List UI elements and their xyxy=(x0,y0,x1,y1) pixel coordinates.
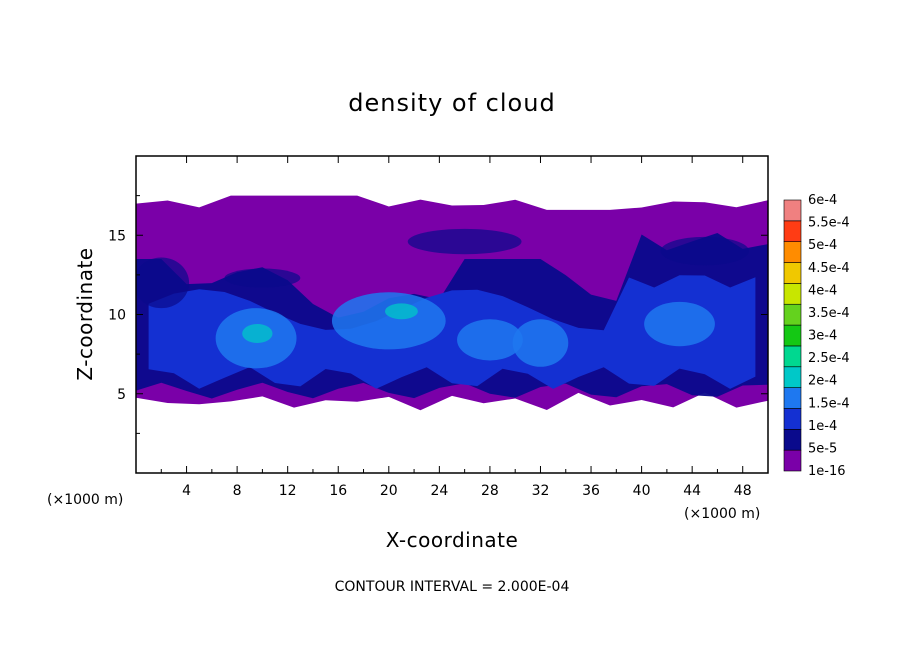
colorbar-swatch xyxy=(783,220,802,242)
colorbar-swatch xyxy=(783,366,802,388)
y-axis-ticks: 5 10 15 xyxy=(108,195,768,434)
x-tick-label: 16 xyxy=(329,483,347,499)
x-tick-label: 28 xyxy=(481,483,499,499)
colorbar-label: 5e-5 xyxy=(808,441,837,456)
contour-interval-note: CONTOUR INTERVAL = 2.000E-04 xyxy=(335,579,570,595)
x-tick-label: 40 xyxy=(633,483,651,499)
colorbar-label: 2e-4 xyxy=(808,374,837,389)
contour-ribbon-5e-5 xyxy=(224,268,301,288)
colorbar-swatch xyxy=(783,387,802,409)
x-tick-label: 24 xyxy=(430,483,448,499)
colorbar-label: 5e-4 xyxy=(808,238,837,253)
colorbar-swatch xyxy=(783,449,802,472)
contour-ribbon-5e-5 xyxy=(136,257,190,309)
x-tick-label: 4 xyxy=(182,483,191,499)
colorbar-swatch xyxy=(783,241,802,263)
x-unit-right: (×1000 m) xyxy=(684,506,760,522)
y-tick-label: 5 xyxy=(117,387,126,403)
colorbar-swatch xyxy=(783,303,802,326)
x-tick-label: 8 xyxy=(233,483,242,499)
colorbar-label: 4e-4 xyxy=(808,283,837,298)
x-axis-ticks: 4 8 12 16 20 24 28 32 36 40 44 48 xyxy=(160,156,752,499)
colorbar-swatch xyxy=(783,408,802,430)
colorbar-swatch xyxy=(783,324,802,347)
x-tick-label: 32 xyxy=(532,483,550,499)
y-tick-label: 10 xyxy=(108,308,126,324)
colorbar-label: 1e-4 xyxy=(808,419,837,434)
y-tick-label: 15 xyxy=(108,228,126,244)
cloud-density-field xyxy=(136,195,768,412)
contour-level-1.5e-4 xyxy=(331,292,446,350)
chart-title: density of cloud xyxy=(348,89,555,117)
colorbar-swatch xyxy=(783,345,802,368)
contour-ribbon-5e-5 xyxy=(660,236,750,266)
x-tick-label: 36 xyxy=(582,483,600,499)
colorbar-label: 6e-4 xyxy=(808,193,837,208)
x-tick-label: 20 xyxy=(380,483,398,499)
colorbar: 1e-16 5e-5 1e-4 1.5e-4 2e-4 2.5e-4 3e-4 3.5e-4 4… xyxy=(783,193,850,479)
colorbar-swatch xyxy=(783,262,802,284)
contour-level-2e-4 xyxy=(385,303,418,320)
x-tick-label: 12 xyxy=(279,483,297,499)
colorbar-label: 3.5e-4 xyxy=(808,306,850,321)
contour-level-1e-4 xyxy=(148,275,756,389)
colorbar-label: 5.5e-4 xyxy=(808,216,850,231)
colorbar-swatch xyxy=(783,199,802,222)
colorbar-label: 3e-4 xyxy=(808,329,837,344)
colorbar-label: 2.5e-4 xyxy=(808,351,850,366)
colorbar-swatch xyxy=(783,283,802,305)
contour-level-1.5e-4 xyxy=(644,301,715,347)
colorbar-label: 1e-16 xyxy=(808,464,846,479)
x-unit-left: (×1000 m) xyxy=(47,492,123,508)
x-axis-label: X-coordinate xyxy=(386,528,519,552)
x-tick-label: 48 xyxy=(734,483,752,499)
contour-ribbon-5e-5 xyxy=(407,228,522,255)
colorbar-swatch xyxy=(783,429,802,451)
contour-level-1.5e-4 xyxy=(457,319,523,361)
x-tick-label: 44 xyxy=(683,483,701,499)
colorbar-label: 4.5e-4 xyxy=(808,261,850,276)
y-axis-label: Z-coordinate xyxy=(73,247,97,380)
contour-level-1.5e-4 xyxy=(512,319,569,367)
colorbar-label: 1.5e-4 xyxy=(808,396,850,411)
contour-level-2e-4 xyxy=(242,324,273,344)
